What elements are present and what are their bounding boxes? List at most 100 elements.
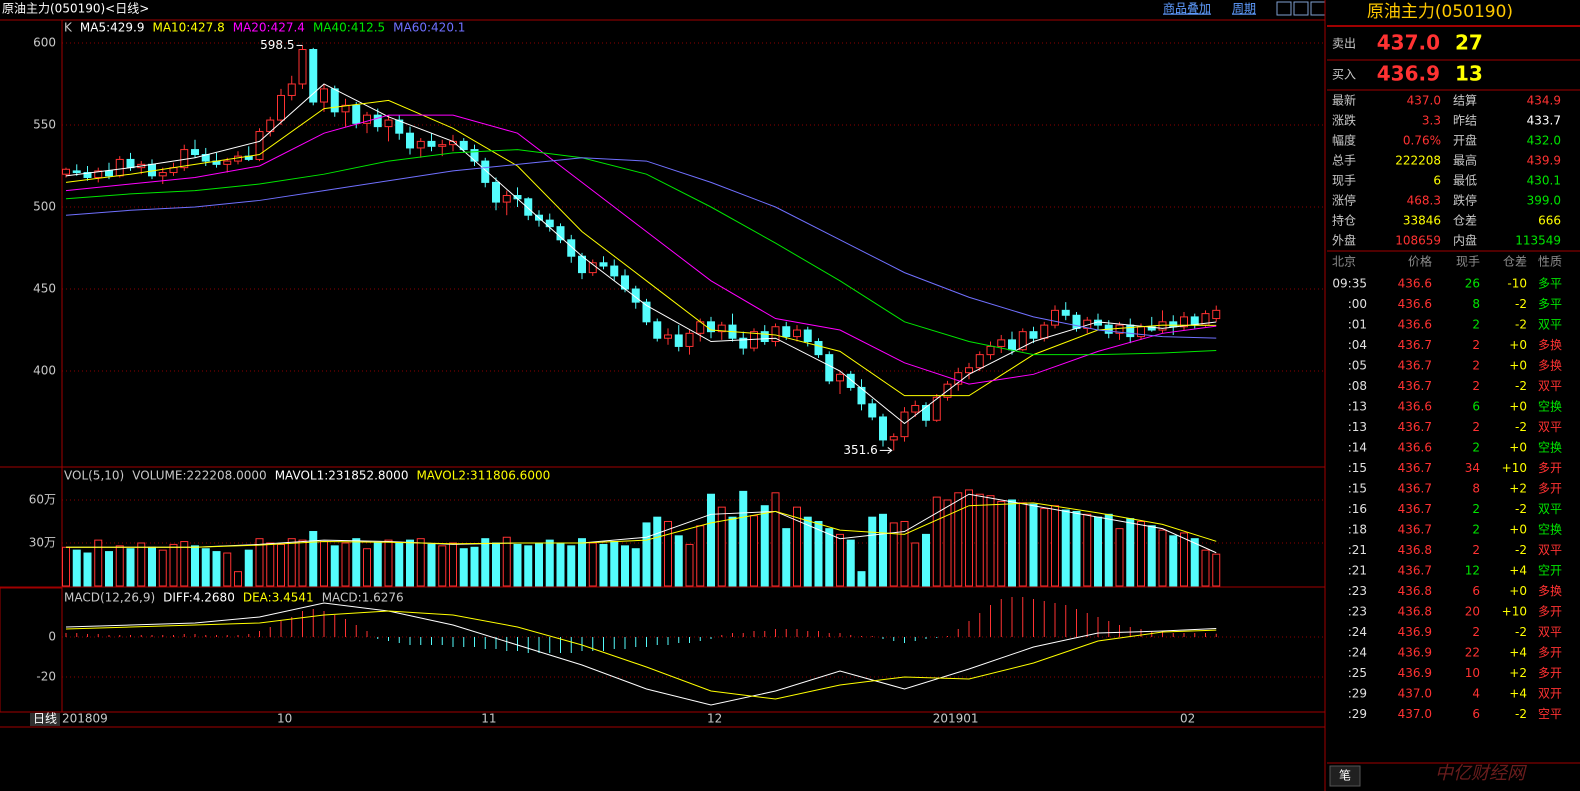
stat-label: 总手 [1332, 154, 1356, 168]
stat-value: 113549 [1515, 234, 1561, 248]
tick-change: -2 [1515, 625, 1527, 639]
tick-change: +10 [1502, 605, 1527, 619]
volume-bar [287, 538, 296, 587]
volume-bar [416, 538, 425, 587]
volume-bar [717, 506, 726, 587]
tick-time: :25 [1348, 666, 1367, 680]
candle-body [889, 436, 898, 441]
tick-price: 436.7 [1398, 359, 1432, 373]
tick-change: +2 [1509, 482, 1527, 496]
tick-price: 436.9 [1398, 666, 1432, 680]
volume-bar [148, 546, 156, 587]
stat-label: 最低 [1453, 174, 1477, 188]
volume-bar [535, 542, 543, 587]
volume-bar [1126, 518, 1135, 587]
stat-value: 439.9 [1527, 154, 1561, 168]
stat-value: 430.1 [1527, 174, 1561, 188]
volume-bar [782, 528, 791, 587]
volume-bar [395, 542, 404, 587]
tick-change: -2 [1515, 297, 1527, 311]
candle-body [760, 331, 769, 343]
stat-label: 最新 [1332, 93, 1356, 108]
volume-bar [320, 541, 328, 587]
tick-volume: 2 [1472, 543, 1480, 557]
volume-bar [1061, 509, 1070, 587]
legend-item: MA20:427.4 [233, 21, 305, 35]
stat-value: 399.0 [1527, 194, 1561, 208]
volume-bar [567, 545, 576, 587]
candle-body [330, 88, 339, 113]
volume-bar [793, 506, 801, 587]
tick-volume: 6 [1472, 400, 1480, 414]
tick-time: :21 [1348, 543, 1367, 557]
y-tick-label: 450 [33, 282, 56, 296]
nav-button[interactable] [1276, 1, 1292, 16]
candle-body [610, 265, 619, 277]
tick-type: 多换 [1538, 584, 1562, 598]
volume-bar [158, 549, 167, 587]
volume-bar [1008, 499, 1016, 587]
side-volume: 13 [1455, 62, 1483, 86]
tick-tab[interactable] [1329, 765, 1361, 787]
tick-price: 436.8 [1398, 605, 1432, 619]
candle-body [72, 170, 81, 174]
tick-volume: 10 [1465, 666, 1480, 680]
volume-bar [1051, 505, 1059, 587]
stat-label: 持仓 [1332, 213, 1356, 228]
tick-type: 双平 [1538, 543, 1562, 557]
candle-body [201, 154, 210, 162]
volume-bar [739, 490, 748, 587]
candle-body [793, 329, 801, 338]
volume-bar [803, 516, 812, 587]
volume-bar [943, 499, 952, 587]
volume-bar [997, 500, 1006, 587]
tick-header: 北京 [1332, 255, 1356, 269]
volume-bar [1212, 553, 1221, 587]
candle-body [803, 329, 812, 343]
y-tick-label: 60万 [29, 492, 56, 506]
candle-body [277, 94, 285, 121]
tick-time: :23 [1348, 584, 1367, 598]
tick-type: 空开 [1538, 564, 1562, 578]
y-tick-label: 550 [33, 117, 56, 131]
stat-label: 涨跌 [1332, 113, 1356, 128]
tick-volume: 4 [1472, 687, 1480, 701]
tick-change: -2 [1515, 502, 1527, 516]
candle-body [352, 104, 361, 124]
tick-type: 多换 [1538, 359, 1562, 373]
stat-value: 666 [1538, 214, 1561, 228]
nav-button[interactable] [1293, 1, 1309, 16]
tick-type: 多开 [1538, 461, 1562, 475]
stat-value: 3.3 [1422, 114, 1441, 128]
quote-panel [1327, 0, 1580, 791]
tick-type: 多开 [1538, 646, 1562, 660]
x-tick-label: 201809 [62, 712, 108, 726]
candle-body [191, 149, 199, 156]
period-link[interactable]: 周期 [1232, 2, 1256, 16]
tick-time: 09:35 [1332, 277, 1367, 291]
indicator-line [66, 502, 1217, 548]
tick-time: :13 [1348, 420, 1367, 434]
volume-bar [588, 542, 597, 587]
tick-change: +4 [1509, 646, 1527, 660]
volume-bar [524, 545, 533, 587]
volume-bar [234, 571, 242, 587]
tick-time: :13 [1348, 400, 1367, 414]
volume-bar [201, 548, 210, 587]
candle-body [567, 239, 576, 257]
top-bar [0, 0, 1325, 19]
volume-bar [750, 515, 758, 587]
tick-header: 价格 [1408, 254, 1432, 269]
candle-body [524, 198, 533, 216]
volume-bar [449, 542, 457, 587]
candle-body [825, 354, 834, 382]
legend-item: MACD(12,26,9) [64, 591, 155, 605]
volume-bar [1029, 503, 1038, 587]
period-tab[interactable] [30, 713, 60, 726]
indicator-line [65, 114, 1217, 385]
volume-bar [599, 543, 608, 587]
tick-price: 436.7 [1398, 420, 1432, 434]
legend-item: MA40:412.5 [313, 21, 385, 35]
overlay-link[interactable]: 商品叠加 [1163, 1, 1211, 16]
volume-bar [707, 493, 715, 587]
